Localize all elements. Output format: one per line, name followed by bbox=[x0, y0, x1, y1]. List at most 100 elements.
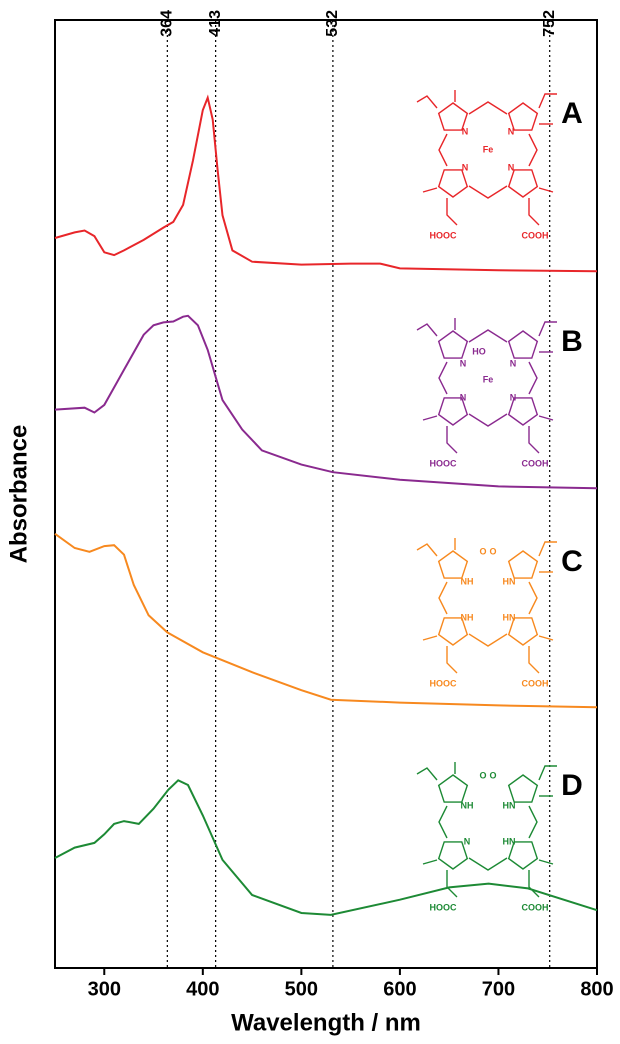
pyrrole-ring bbox=[437, 617, 469, 646]
x-tick-label: 500 bbox=[285, 978, 318, 1000]
atom-label: O bbox=[479, 546, 486, 556]
bond bbox=[422, 415, 438, 421]
bond bbox=[468, 329, 508, 343]
x-axis-title: Wavelength / nm bbox=[231, 1009, 421, 1036]
bond bbox=[538, 765, 557, 781]
x-tick-label: 600 bbox=[383, 978, 416, 1000]
bond bbox=[528, 133, 538, 167]
reference-label: 532 bbox=[324, 10, 341, 37]
bond bbox=[416, 543, 438, 557]
atom-label: O bbox=[479, 770, 486, 780]
atom-label: COOH bbox=[522, 230, 549, 240]
pyrrole-ring bbox=[507, 841, 539, 870]
atom-label: COOH bbox=[522, 902, 549, 912]
y-axis-title: Absorbance bbox=[5, 425, 32, 564]
pyrrole-ring bbox=[507, 617, 539, 646]
series-label: A bbox=[561, 97, 583, 130]
bond bbox=[538, 321, 557, 337]
bond bbox=[422, 859, 438, 865]
atom-label: HOOC bbox=[430, 458, 458, 468]
pyrrole-ring bbox=[507, 102, 539, 131]
bond bbox=[446, 646, 458, 674]
atom-label: N bbox=[462, 126, 469, 136]
atom-label: HN bbox=[503, 576, 516, 586]
atom-label: Fe bbox=[483, 144, 494, 154]
bond bbox=[416, 767, 438, 781]
bond bbox=[446, 426, 458, 454]
bond bbox=[468, 633, 508, 647]
atom-label: N bbox=[464, 836, 471, 846]
bond bbox=[446, 198, 458, 226]
atom-label: N bbox=[510, 392, 517, 402]
spectrum-line bbox=[54, 532, 598, 709]
structure: N N Fe N N HOOC COOH bbox=[416, 90, 557, 240]
pyrrole-ring bbox=[437, 397, 469, 426]
pyrrole-ring bbox=[507, 397, 539, 426]
pyrrole-ring bbox=[437, 550, 469, 579]
plot-frame bbox=[54, 19, 598, 969]
atom-label: N bbox=[508, 162, 515, 172]
series-label: C bbox=[561, 545, 583, 578]
atom-label: O bbox=[489, 770, 496, 780]
spectrum-line bbox=[54, 779, 598, 916]
reference-label: 364 bbox=[159, 10, 176, 37]
structure: O O NH HN N HN HOOC COOH bbox=[416, 762, 557, 912]
bond bbox=[468, 185, 508, 199]
atom-label: HOOC bbox=[430, 902, 458, 912]
bond bbox=[416, 323, 438, 337]
x-tick-label: 700 bbox=[482, 978, 515, 1000]
pyrrole-ring bbox=[437, 841, 469, 870]
pyrrole-ring bbox=[507, 550, 539, 579]
atom-label: N bbox=[510, 358, 517, 368]
structure: O O NH HN NH HN HOOC COOH bbox=[416, 538, 557, 688]
bond bbox=[528, 805, 538, 839]
bond bbox=[528, 581, 538, 615]
bond bbox=[468, 413, 508, 427]
atom-label: HOOC bbox=[430, 678, 458, 688]
atom-label: HN bbox=[503, 612, 516, 622]
atom-label: N bbox=[508, 126, 515, 136]
bond bbox=[528, 426, 540, 454]
atom-label: HN bbox=[503, 836, 516, 846]
bond bbox=[538, 187, 554, 193]
bond bbox=[538, 415, 554, 421]
bond bbox=[438, 805, 448, 839]
x-tick-label: 300 bbox=[88, 978, 121, 1000]
pyrrole-ring bbox=[507, 169, 539, 198]
structure: HO N N Fe N N HOOC COOH bbox=[416, 318, 557, 468]
x-tick-label: 800 bbox=[580, 978, 613, 1000]
x-tick-label: 400 bbox=[186, 978, 219, 1000]
bond bbox=[422, 635, 438, 641]
bond bbox=[528, 198, 540, 226]
pyrrole-ring bbox=[507, 774, 539, 803]
pyrrole-ring bbox=[437, 169, 469, 198]
spectrum-line bbox=[54, 94, 598, 273]
bond bbox=[538, 93, 557, 109]
bond bbox=[528, 646, 540, 674]
atom-label: N bbox=[462, 162, 469, 172]
bond bbox=[538, 541, 557, 557]
atom-label: HOOC bbox=[430, 230, 458, 240]
bond bbox=[438, 133, 448, 167]
bond bbox=[538, 635, 554, 641]
reference-label: 413 bbox=[207, 10, 224, 37]
atom-label: COOH bbox=[522, 678, 549, 688]
atom-label: O bbox=[489, 546, 496, 556]
atom-label: HO bbox=[472, 346, 486, 356]
pyrrole-ring bbox=[507, 330, 539, 359]
reference-label: 752 bbox=[541, 10, 558, 37]
series-label: D bbox=[561, 769, 583, 802]
bond bbox=[468, 857, 508, 871]
pyrrole-ring bbox=[437, 774, 469, 803]
bond bbox=[438, 361, 448, 395]
atom-label: Fe bbox=[483, 374, 494, 384]
atom-label: N bbox=[460, 392, 467, 402]
atom-label: N bbox=[460, 358, 467, 368]
atom-label: COOH bbox=[522, 458, 549, 468]
bond bbox=[528, 361, 538, 395]
bond bbox=[538, 859, 554, 865]
pyrrole-ring bbox=[437, 102, 469, 131]
pyrrole-ring bbox=[437, 330, 469, 359]
bond bbox=[416, 95, 438, 109]
